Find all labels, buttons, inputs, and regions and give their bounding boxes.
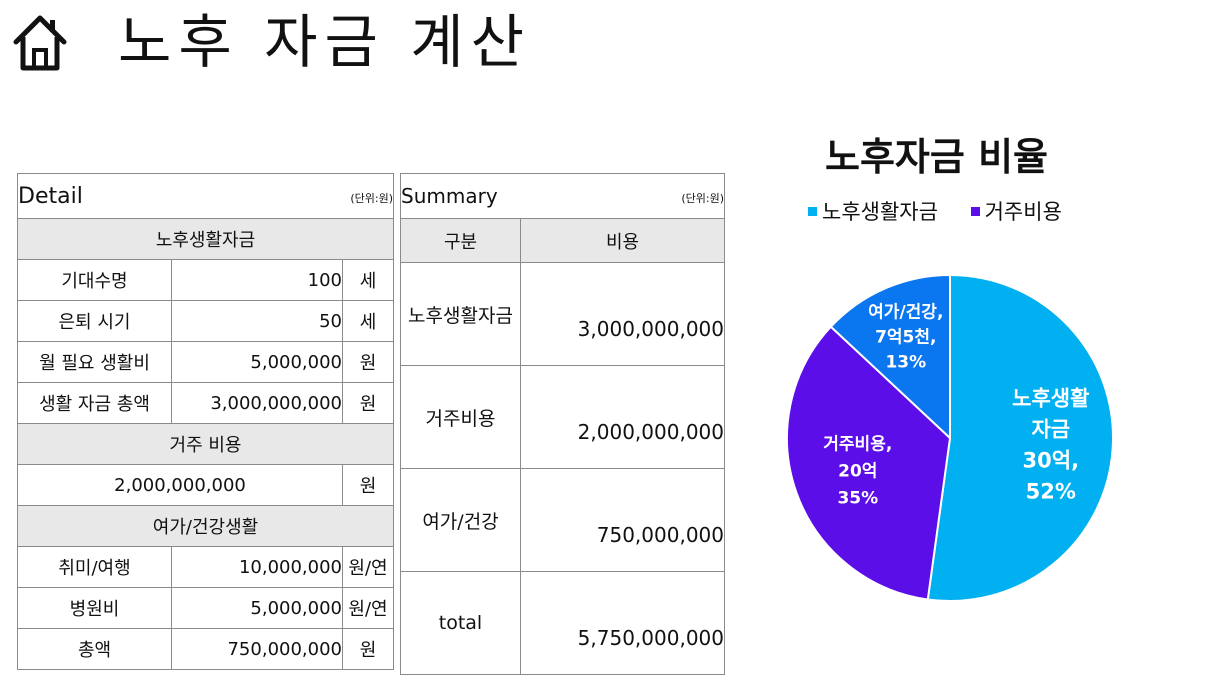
table-row: 거주비용 2,000,000,000 — [400, 365, 725, 469]
table-row: 생활 자금 총액 3,000,000,000 원 — [17, 382, 394, 424]
row-value: 5,000,000 — [171, 341, 343, 383]
table-row: 병원비 5,000,000 원/연 — [17, 587, 394, 629]
pie-label-line: 30억, — [1023, 449, 1080, 473]
row-unit: 원 — [342, 628, 394, 670]
housing-unit: 원 — [342, 464, 394, 506]
summary-label: 거주비용 — [400, 365, 521, 469]
section-housing: 거주 비용 — [17, 423, 394, 465]
detail-header: Detail (단위:원) — [17, 173, 394, 219]
row-label: 취미/여행 — [17, 546, 172, 588]
row-label: 병원비 — [17, 587, 172, 629]
table-row: total 5,750,000,000 — [400, 571, 725, 675]
row-value: 50 — [171, 300, 343, 342]
summary-unit-note: (단위:원) — [681, 192, 724, 205]
row-label: 생활 자금 총액 — [17, 382, 172, 424]
summary-header: Summary (단위:원) — [400, 173, 725, 219]
summary-value: 5,750,000,000 — [520, 571, 725, 675]
summary-label: total — [400, 571, 521, 675]
pie-label-line: 거주비용, — [823, 435, 892, 455]
summary-value: 2,000,000,000 — [520, 365, 725, 469]
pie-slice — [926, 273, 1114, 602]
section-living: 노후생활자금 — [17, 218, 394, 260]
table-row: 월 필요 생활비 5,000,000 원 — [17, 341, 394, 383]
row-unit: 원 — [342, 382, 394, 424]
detail-table: Detail (단위:원) 노후생활자금 기대수명 100 세 은퇴 시기 50… — [17, 173, 394, 670]
pie-slice — [829, 273, 951, 441]
row-unit: 원 — [342, 341, 394, 383]
detail-title: Detail — [18, 183, 83, 209]
row-label: 은퇴 시기 — [17, 300, 172, 342]
pie-slice — [786, 325, 952, 601]
legend-label: 거주비용 — [984, 200, 1062, 224]
table-row: 총액 750,000,000 원 — [17, 628, 394, 670]
pie-label-line: 노후생활 — [1012, 387, 1089, 411]
summary-table: Summary (단위:원) 구분 비용 노후생활자금 3,000,000,00… — [400, 173, 725, 675]
pie-label-line: 자금 — [1031, 418, 1070, 442]
pie-slice-label: 거주비용, 20억 35% — [823, 435, 892, 509]
table-row: 노후생활자금 3,000,000,000 — [400, 262, 725, 366]
chart-title: 노후자금 비율 — [825, 135, 1048, 179]
row-value: 10,000,000 — [171, 546, 343, 588]
legend-swatch — [970, 206, 980, 216]
section-leisure: 여가/건강생활 — [17, 505, 394, 547]
row-label: 총액 — [17, 628, 172, 670]
legend-item-living: 노후생활자금 — [808, 196, 938, 226]
table-row: 2,000,000,000 원 — [17, 464, 394, 506]
legend-swatch — [808, 206, 817, 216]
col-header-category: 구분 — [400, 218, 521, 263]
row-value: 100 — [171, 259, 343, 301]
col-header-cost: 비용 — [520, 218, 725, 263]
row-unit: 세 — [342, 300, 394, 342]
pie-label-line: 52% — [1026, 480, 1076, 504]
pie-label-line: 20억 — [838, 462, 877, 482]
summary-label: 노후생활자금 — [400, 262, 521, 366]
page-title: 노후 자금 계산 — [118, 8, 532, 76]
row-value: 5,000,000 — [171, 587, 343, 629]
summary-label: 여가/건강 — [400, 468, 521, 572]
chart-legend: 노후생활자금 거주비용 — [808, 196, 1088, 226]
row-label: 기대수명 — [17, 259, 172, 301]
pie-label-line: 7억5천, — [875, 327, 936, 347]
table-row: 여가/건강 750,000,000 — [400, 468, 725, 572]
row-value: 3,000,000,000 — [171, 382, 343, 424]
pie-label-line: 여가/건강, — [868, 302, 943, 322]
legend-item-housing: 거주비용 — [970, 196, 1062, 226]
housing-value: 2,000,000,000 — [17, 464, 343, 506]
summary-value: 750,000,000 — [520, 468, 725, 572]
summary-title: Summary — [401, 184, 498, 208]
pie-slice-label: 여가/건강, 7억5천, 13% — [868, 302, 943, 372]
table-row: 은퇴 시기 50 세 — [17, 300, 394, 342]
detail-unit-note: (단위:원) — [350, 191, 393, 205]
home-icon — [13, 15, 67, 71]
row-unit: 원/연 — [342, 587, 394, 629]
row-unit: 세 — [342, 259, 394, 301]
row-unit: 원/연 — [342, 546, 394, 588]
row-value: 750,000,000 — [171, 628, 343, 670]
pie-label-line: 13% — [885, 352, 926, 372]
table-row: 취미/여행 10,000,000 원/연 — [17, 546, 394, 588]
legend-label: 노후생활자금 — [822, 200, 938, 224]
summary-value: 3,000,000,000 — [520, 262, 725, 366]
row-label: 월 필요 생활비 — [17, 341, 172, 383]
pie-label-line: 35% — [837, 489, 878, 509]
table-row: 기대수명 100 세 — [17, 259, 394, 301]
